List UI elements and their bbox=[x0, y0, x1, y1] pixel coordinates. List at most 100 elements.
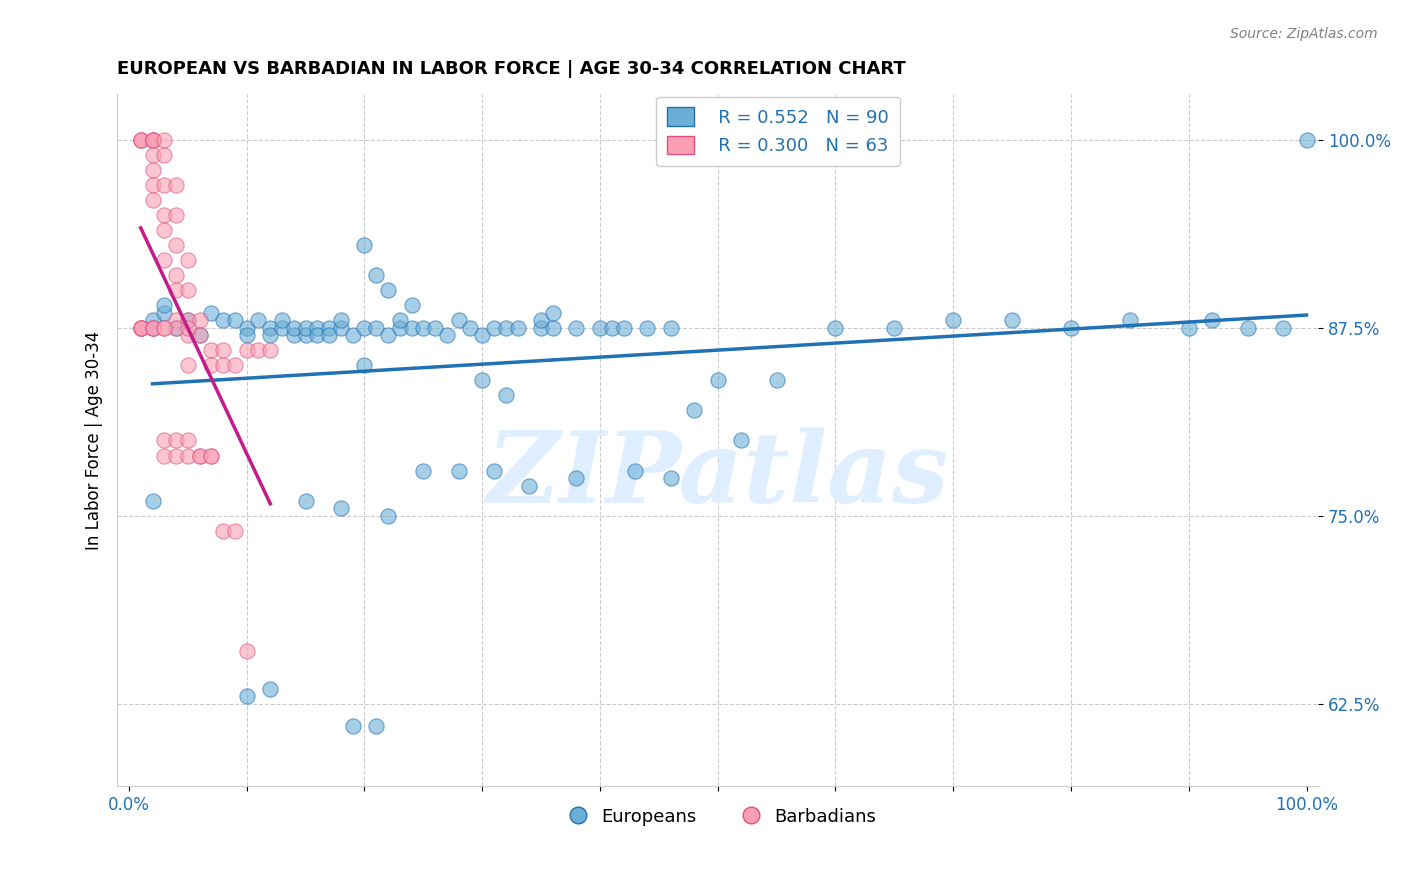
Point bbox=[188, 449, 211, 463]
Point bbox=[259, 343, 281, 358]
Point bbox=[636, 320, 658, 334]
Point bbox=[1236, 320, 1258, 334]
Point bbox=[530, 320, 553, 334]
Point bbox=[129, 132, 152, 146]
Point bbox=[141, 320, 163, 334]
Point bbox=[765, 373, 787, 387]
Point bbox=[141, 132, 163, 146]
Point bbox=[129, 320, 152, 334]
Point bbox=[141, 132, 163, 146]
Text: EUROPEAN VS BARBADIAN IN LABOR FORCE | AGE 30-34 CORRELATION CHART: EUROPEAN VS BARBADIAN IN LABOR FORCE | A… bbox=[117, 60, 905, 78]
Point bbox=[471, 373, 494, 387]
Point bbox=[565, 471, 588, 485]
Point bbox=[224, 524, 246, 538]
Point bbox=[271, 313, 294, 327]
Point bbox=[353, 358, 375, 372]
Point bbox=[177, 328, 200, 343]
Point bbox=[318, 320, 340, 334]
Point bbox=[423, 320, 446, 334]
Point bbox=[129, 320, 152, 334]
Point bbox=[177, 252, 200, 267]
Point bbox=[165, 268, 187, 282]
Point bbox=[283, 328, 305, 343]
Point bbox=[259, 681, 281, 696]
Text: ZIPatlas: ZIPatlas bbox=[486, 426, 949, 524]
Point bbox=[129, 320, 152, 334]
Point bbox=[235, 343, 257, 358]
Point bbox=[283, 320, 305, 334]
Point bbox=[141, 320, 163, 334]
Point bbox=[188, 313, 211, 327]
Point bbox=[165, 313, 187, 327]
Point bbox=[212, 524, 235, 538]
Point bbox=[153, 208, 176, 222]
Point bbox=[153, 147, 176, 161]
Point bbox=[294, 320, 316, 334]
Point bbox=[600, 320, 623, 334]
Point bbox=[259, 328, 281, 343]
Point bbox=[307, 328, 329, 343]
Point bbox=[177, 434, 200, 448]
Point bbox=[517, 478, 540, 492]
Point bbox=[541, 305, 564, 319]
Point bbox=[235, 328, 257, 343]
Point bbox=[153, 434, 176, 448]
Point bbox=[141, 132, 163, 146]
Point bbox=[177, 320, 200, 334]
Point bbox=[401, 298, 423, 312]
Point bbox=[1177, 320, 1199, 334]
Point bbox=[612, 320, 634, 334]
Point bbox=[624, 464, 647, 478]
Text: Source: ZipAtlas.com: Source: ZipAtlas.com bbox=[1230, 27, 1378, 41]
Point bbox=[141, 320, 163, 334]
Point bbox=[294, 493, 316, 508]
Point bbox=[212, 313, 235, 327]
Point bbox=[366, 268, 388, 282]
Point bbox=[412, 320, 434, 334]
Point bbox=[1001, 313, 1024, 327]
Point bbox=[200, 449, 222, 463]
Point bbox=[1201, 313, 1223, 327]
Point bbox=[129, 320, 152, 334]
Point bbox=[482, 464, 505, 478]
Point bbox=[353, 238, 375, 252]
Point bbox=[471, 328, 494, 343]
Point bbox=[165, 320, 187, 334]
Point bbox=[153, 449, 176, 463]
Point bbox=[141, 193, 163, 207]
Legend: Europeans, Barbadians: Europeans, Barbadians bbox=[553, 800, 883, 833]
Point bbox=[224, 358, 246, 372]
Point bbox=[200, 343, 222, 358]
Point bbox=[565, 320, 588, 334]
Point bbox=[541, 320, 564, 334]
Point bbox=[153, 178, 176, 192]
Point bbox=[165, 238, 187, 252]
Point bbox=[377, 508, 399, 523]
Point bbox=[153, 132, 176, 146]
Point bbox=[153, 320, 176, 334]
Point bbox=[589, 320, 612, 334]
Point bbox=[1119, 313, 1142, 327]
Point bbox=[271, 320, 294, 334]
Point bbox=[177, 283, 200, 297]
Point bbox=[247, 343, 270, 358]
Point bbox=[247, 313, 270, 327]
Point bbox=[1295, 132, 1317, 146]
Point bbox=[188, 328, 211, 343]
Point bbox=[129, 132, 152, 146]
Point bbox=[235, 320, 257, 334]
Point bbox=[153, 298, 176, 312]
Point bbox=[388, 313, 411, 327]
Point bbox=[706, 373, 728, 387]
Point bbox=[200, 305, 222, 319]
Point bbox=[447, 313, 470, 327]
Point bbox=[165, 283, 187, 297]
Point bbox=[342, 328, 364, 343]
Point bbox=[1271, 320, 1294, 334]
Point bbox=[388, 320, 411, 334]
Point bbox=[683, 403, 706, 417]
Point bbox=[235, 644, 257, 658]
Point bbox=[659, 471, 682, 485]
Point bbox=[824, 320, 846, 334]
Point bbox=[141, 320, 163, 334]
